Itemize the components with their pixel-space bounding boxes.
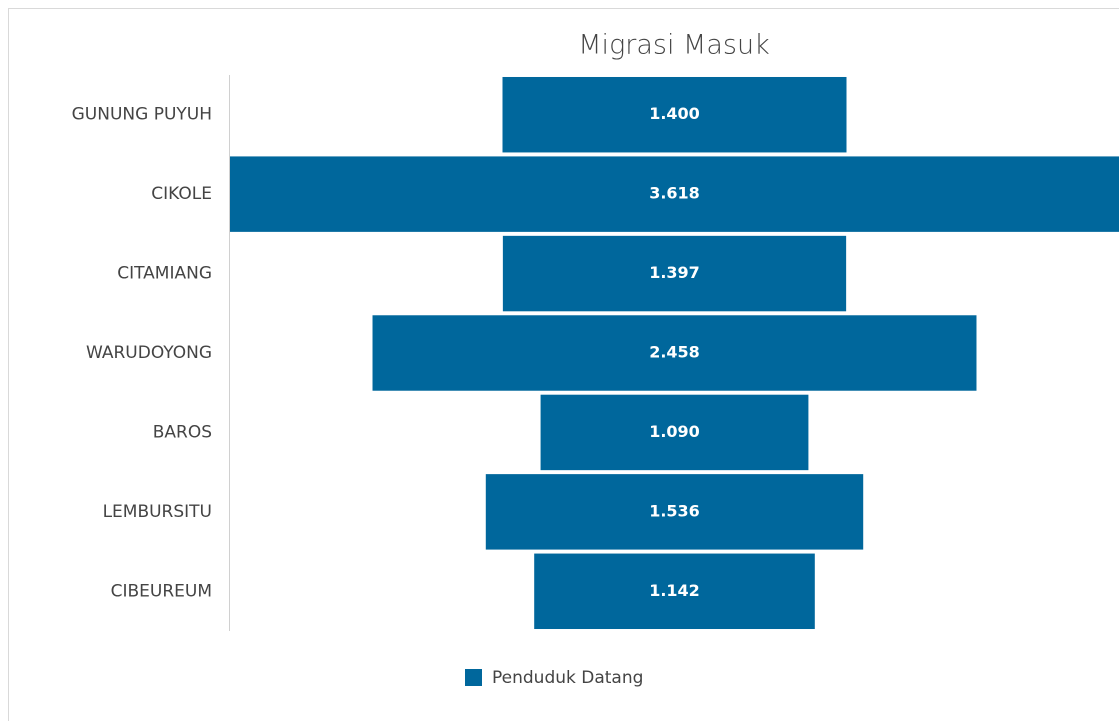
value-label: 2.458 xyxy=(649,343,700,362)
funnel-bar xyxy=(502,235,847,312)
value-label: 1.397 xyxy=(649,263,700,282)
category-label: CIBEUREUM xyxy=(111,581,212,601)
funnel-bar xyxy=(485,474,864,550)
funnel-bar xyxy=(372,315,977,391)
category-label: CITAMIANG xyxy=(117,264,212,284)
legend-swatch xyxy=(465,669,482,686)
value-label: 1.400 xyxy=(649,104,700,123)
funnel-bar xyxy=(534,553,815,630)
value-label: 1.142 xyxy=(649,581,700,600)
chart-title: Migrasi Masuk xyxy=(578,30,769,61)
value-label: 3.618 xyxy=(649,184,700,203)
category-label: GUNUNG PUYUH xyxy=(72,105,212,125)
funnel-bar xyxy=(502,76,847,153)
value-label: 1.090 xyxy=(649,422,700,441)
category-label: LEMBURSITU xyxy=(103,502,212,522)
funnel-bar xyxy=(230,156,1119,232)
category-label: WARUDOYONG xyxy=(86,343,212,363)
category-label: CIKOLE xyxy=(151,184,212,204)
value-label: 1.536 xyxy=(649,501,700,520)
category-label: BAROS xyxy=(153,422,212,442)
funnel-bar xyxy=(540,394,809,471)
legend-label: Penduduk Datang xyxy=(492,668,643,688)
